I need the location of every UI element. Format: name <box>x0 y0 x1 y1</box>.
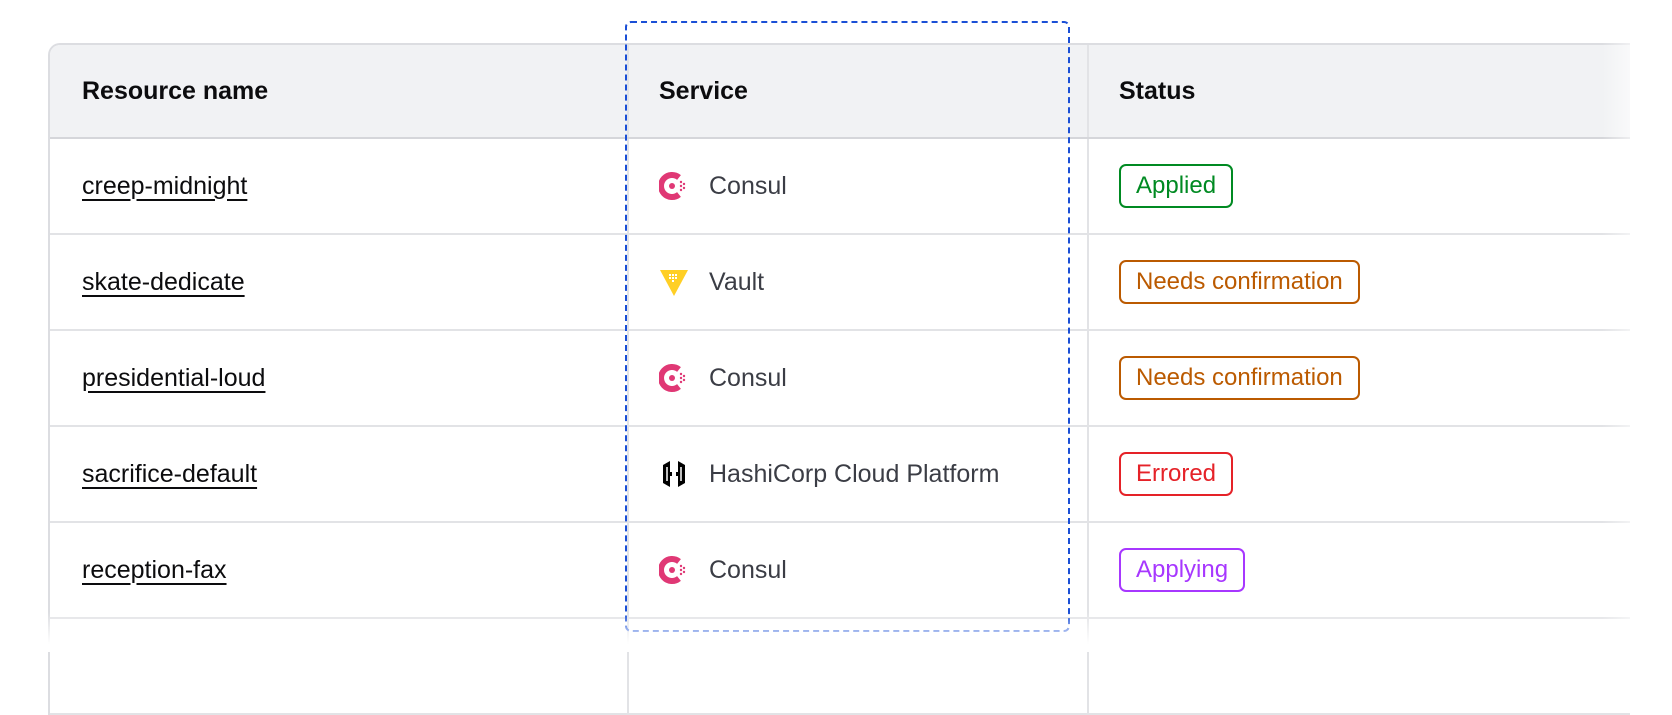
service-label: Vault <box>709 267 765 296</box>
scroll-fade-right <box>1602 0 1672 652</box>
table-row: sacrifice-default HashiCorp Cloud Platfo… <box>50 427 1630 523</box>
service-label: Consul <box>709 171 787 200</box>
service-cell: HashiCorp Cloud Platform <box>629 427 1089 521</box>
status-cell: Applying <box>1089 523 1630 617</box>
status-cell: Needs confirmation <box>1089 235 1630 329</box>
resource-name-cell: reception-fax <box>50 523 629 617</box>
scroll-fade-bottom <box>0 612 1672 652</box>
consul-icon <box>659 363 689 393</box>
service-label: Consul <box>709 555 787 584</box>
status-cell: Needs confirmation <box>1089 331 1630 425</box>
resource-link[interactable]: skate-dedicate <box>82 267 245 296</box>
table-header: Resource name Service Status <box>50 45 1630 139</box>
resource-name-cell: sacrifice-default <box>50 427 629 521</box>
hcp-icon <box>659 459 689 489</box>
table-row: reception-fax Consul Applying <box>50 523 1630 619</box>
table-row: skate-dedicate Vault Needs confirmation <box>50 235 1630 331</box>
status-cell: Errored <box>1089 427 1630 521</box>
service-label: HashiCorp Cloud Platform <box>709 459 1000 488</box>
table-row: presidential-loud Consul Needs confirmat… <box>50 331 1630 427</box>
resource-name-cell: creep-midnight <box>50 139 629 233</box>
resource-link[interactable]: sacrifice-default <box>82 459 258 488</box>
resource-name-cell: skate-dedicate <box>50 235 629 329</box>
status-badge: Applying <box>1119 548 1246 592</box>
consul-icon <box>659 555 689 585</box>
status-cell: Applied <box>1089 139 1630 233</box>
status-badge: Needs confirmation <box>1119 260 1360 304</box>
resource-link[interactable]: creep-midnight <box>82 171 248 200</box>
status-badge: Errored <box>1119 452 1234 496</box>
vault-icon <box>659 267 689 297</box>
column-header-resource-name[interactable]: Resource name <box>50 45 629 137</box>
status-badge: Applied <box>1119 164 1234 208</box>
service-cell: Consul <box>629 139 1089 233</box>
resource-link[interactable]: reception-fax <box>82 555 227 584</box>
status-badge: Needs confirmation <box>1119 356 1360 400</box>
resource-name-cell: presidential-loud <box>50 331 629 425</box>
service-label: Consul <box>709 363 787 392</box>
column-header-status[interactable]: Status <box>1119 76 1196 105</box>
table-row: creep-midnight Consul Applied <box>50 139 1630 235</box>
service-cell: Vault <box>629 235 1089 329</box>
resources-table: Resource name Service Status creep-midni… <box>48 43 1630 715</box>
column-header-service[interactable]: Service <box>629 45 1089 137</box>
consul-icon <box>659 171 689 201</box>
service-cell: Consul <box>629 523 1089 617</box>
resource-link[interactable]: presidential-loud <box>82 363 266 392</box>
service-cell: Consul <box>629 331 1089 425</box>
